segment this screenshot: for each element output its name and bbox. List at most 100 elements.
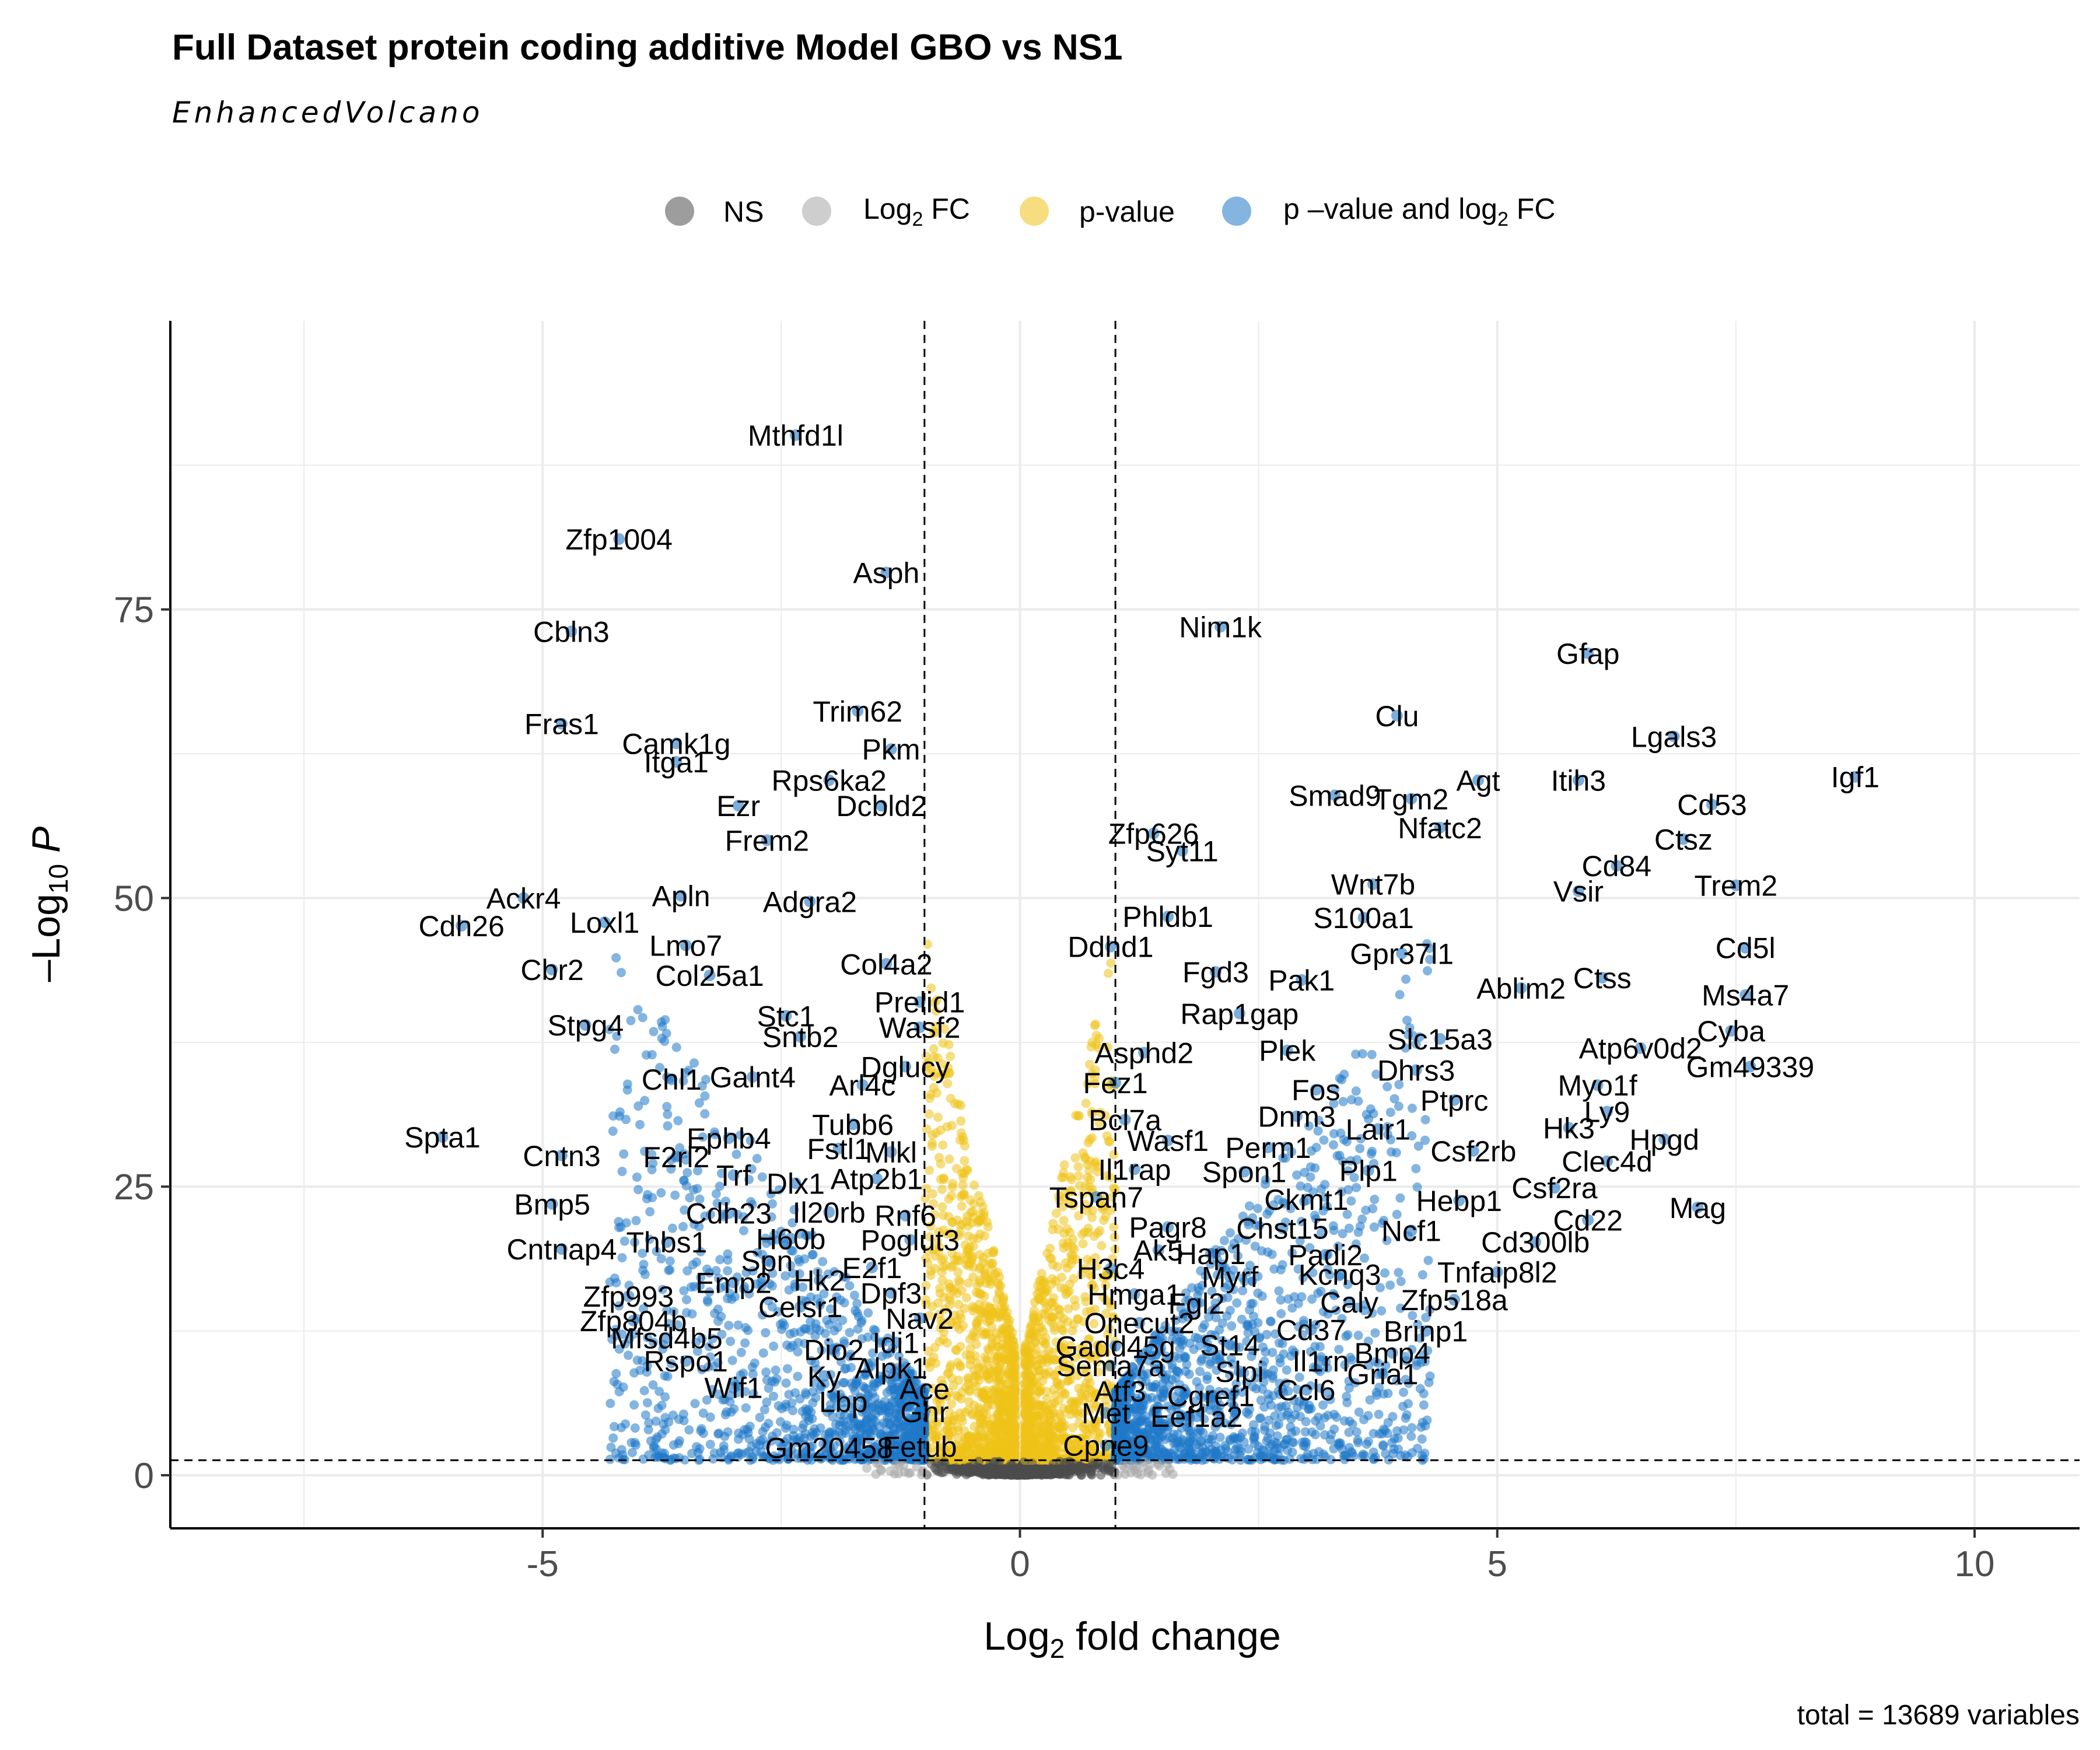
data-point bbox=[1078, 1148, 1088, 1158]
data-point bbox=[1105, 1137, 1115, 1147]
data-point bbox=[922, 1184, 932, 1194]
legend-marker-pvalue bbox=[1020, 197, 1049, 226]
data-point bbox=[1000, 1419, 1010, 1429]
data-point bbox=[1038, 1275, 1048, 1285]
data-point bbox=[956, 1342, 965, 1352]
data-point bbox=[632, 1172, 642, 1182]
data-point bbox=[1070, 1153, 1080, 1163]
data-point bbox=[1083, 1172, 1093, 1182]
data-point bbox=[1071, 1111, 1081, 1121]
data-point bbox=[1095, 1226, 1105, 1236]
data-point bbox=[1370, 1195, 1380, 1205]
data-point bbox=[1041, 1370, 1051, 1380]
data-point bbox=[782, 1364, 792, 1374]
data-point bbox=[1184, 1369, 1194, 1379]
data-point bbox=[961, 1164, 971, 1174]
data-point bbox=[934, 1153, 944, 1163]
data-point bbox=[1007, 1349, 1017, 1359]
data-point bbox=[679, 1286, 689, 1296]
data-point bbox=[930, 998, 940, 1007]
data-point bbox=[970, 1180, 979, 1190]
data-point bbox=[639, 1386, 649, 1396]
data-point bbox=[1010, 1433, 1020, 1443]
data-point bbox=[1024, 1330, 1034, 1340]
data-point bbox=[921, 1280, 931, 1290]
data-point bbox=[1363, 1410, 1373, 1420]
data-point bbox=[988, 1258, 998, 1268]
data-point bbox=[656, 1188, 666, 1198]
data-point bbox=[626, 1016, 636, 1026]
data-point bbox=[1026, 1321, 1036, 1331]
data-point bbox=[1059, 1216, 1069, 1226]
data-point bbox=[1332, 1412, 1342, 1422]
data-point bbox=[634, 1185, 643, 1195]
data-point bbox=[1099, 1215, 1109, 1225]
data-point bbox=[1351, 1049, 1361, 1059]
data-point bbox=[1274, 1286, 1284, 1296]
data-point bbox=[942, 1391, 951, 1401]
data-point bbox=[954, 1255, 964, 1265]
data-point bbox=[723, 1249, 733, 1259]
data-point bbox=[608, 1126, 618, 1136]
data-point bbox=[974, 1191, 984, 1200]
data-point bbox=[947, 1399, 957, 1409]
data-point bbox=[970, 1422, 979, 1432]
data-point bbox=[1059, 1172, 1069, 1182]
data-point bbox=[1328, 1140, 1338, 1150]
data-point bbox=[1042, 1248, 1052, 1258]
data-point bbox=[994, 1287, 1004, 1297]
data-point bbox=[1406, 1432, 1416, 1441]
data-point bbox=[988, 1394, 998, 1404]
chart-title: Full Dataset protein coding additive Mod… bbox=[172, 27, 1122, 68]
legend-label-pvalue-and-log2fc: p –value and log2 FC bbox=[1283, 192, 1555, 230]
data-point bbox=[1070, 1301, 1080, 1311]
data-point bbox=[1310, 1163, 1320, 1173]
data-point bbox=[1040, 1297, 1049, 1307]
data-point bbox=[946, 1051, 956, 1061]
data-point bbox=[1010, 1368, 1020, 1378]
data-point bbox=[942, 1122, 952, 1132]
data-point bbox=[1069, 1274, 1079, 1284]
data-point bbox=[1022, 1431, 1032, 1441]
data-point bbox=[1244, 1201, 1254, 1211]
data-point bbox=[1074, 1211, 1084, 1221]
data-point bbox=[1102, 1042, 1112, 1052]
data-point bbox=[631, 1216, 641, 1226]
data-point bbox=[944, 1154, 954, 1164]
data-point bbox=[690, 1399, 700, 1409]
data-point bbox=[1351, 1086, 1361, 1096]
data-point bbox=[1010, 1377, 1020, 1387]
data-point bbox=[1097, 1241, 1107, 1251]
data-point bbox=[996, 1301, 1006, 1311]
data-point bbox=[929, 1044, 939, 1054]
data-point bbox=[938, 1262, 948, 1272]
data-point bbox=[1093, 1367, 1103, 1377]
data-point bbox=[1035, 1443, 1045, 1452]
data-point bbox=[1370, 1328, 1380, 1338]
data-point bbox=[989, 1432, 999, 1442]
data-point bbox=[1040, 1414, 1049, 1424]
data-point bbox=[679, 1175, 689, 1185]
data-point bbox=[984, 1248, 993, 1258]
data-point bbox=[986, 1322, 996, 1332]
data-point bbox=[664, 1417, 674, 1427]
data-point bbox=[1066, 1396, 1076, 1406]
data-point bbox=[1090, 1020, 1100, 1030]
data-point bbox=[1078, 1189, 1088, 1199]
data-point bbox=[944, 1194, 954, 1204]
data-point bbox=[1009, 1385, 1019, 1395]
data-point bbox=[1059, 1160, 1069, 1170]
data-point bbox=[1012, 1469, 1022, 1479]
data-point bbox=[1401, 974, 1411, 984]
data-point bbox=[629, 1400, 639, 1410]
data-point bbox=[1068, 1255, 1077, 1265]
data-point bbox=[1000, 1354, 1010, 1364]
data-point bbox=[1307, 1294, 1317, 1304]
data-point bbox=[960, 1156, 970, 1166]
data-point bbox=[1054, 1395, 1064, 1405]
data-point bbox=[939, 1174, 949, 1184]
data-point bbox=[937, 1184, 947, 1194]
data-point bbox=[1073, 1162, 1083, 1172]
